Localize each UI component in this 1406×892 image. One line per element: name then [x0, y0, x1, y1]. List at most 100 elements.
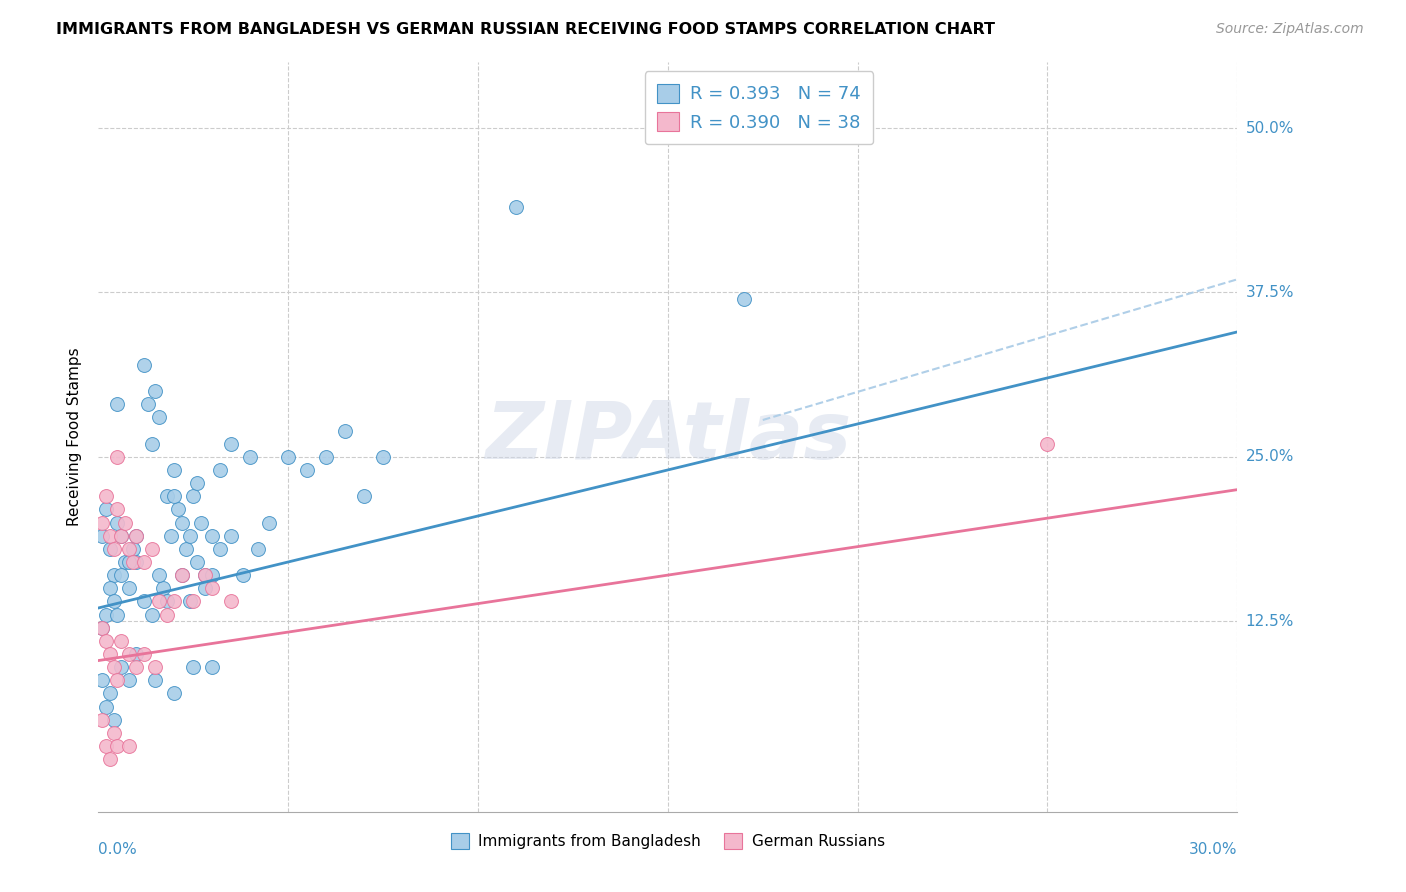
Text: Source: ZipAtlas.com: Source: ZipAtlas.com [1216, 22, 1364, 37]
Point [259, 516, 281, 530]
Point [156, 607, 179, 622]
Point [94, 607, 117, 622]
Point [107, 607, 129, 622]
Point [98, 541, 121, 556]
Point [186, 555, 208, 569]
Point [98, 581, 121, 595]
Point [107, 397, 129, 411]
Text: 25.0%: 25.0% [1246, 450, 1294, 465]
Point [221, 529, 243, 543]
Point [221, 594, 243, 608]
Point [98, 752, 121, 766]
Point [94, 739, 117, 753]
Point [201, 581, 224, 595]
Point [98, 686, 121, 700]
Point [156, 489, 179, 503]
Point [239, 450, 262, 464]
Point [121, 541, 143, 556]
Point [94, 633, 117, 648]
Point [190, 516, 212, 530]
Point [118, 541, 141, 556]
Point [118, 581, 141, 595]
Point [174, 541, 197, 556]
Point [183, 594, 205, 608]
Point [110, 568, 132, 582]
Point [246, 541, 269, 556]
Y-axis label: Receiving Food Stamps: Receiving Food Stamps [67, 348, 83, 526]
Point [103, 660, 125, 674]
Point [94, 489, 117, 503]
Point [194, 568, 217, 582]
Point [179, 594, 201, 608]
Point [141, 541, 163, 556]
Point [733, 292, 755, 306]
Point [91, 621, 114, 635]
Point [118, 647, 141, 661]
Text: IMMIGRANTS FROM BANGLADESH VS GERMAN RUSSIAN RECEIVING FOOD STAMPS CORRELATION C: IMMIGRANTS FROM BANGLADESH VS GERMAN RUS… [56, 22, 995, 37]
Point [141, 436, 163, 450]
Point [121, 555, 143, 569]
Point [125, 529, 148, 543]
Point [145, 660, 167, 674]
Point [208, 463, 231, 477]
Point [194, 581, 217, 595]
Point [163, 463, 186, 477]
Point [118, 555, 141, 569]
Point [148, 568, 170, 582]
Point [148, 410, 170, 425]
Point [170, 568, 193, 582]
Legend: Immigrants from Bangladesh, German Russians: Immigrants from Bangladesh, German Russi… [443, 825, 893, 856]
Point [91, 673, 114, 688]
Point [163, 489, 186, 503]
Point [114, 555, 136, 569]
Point [152, 581, 174, 595]
Text: 37.5%: 37.5% [1246, 285, 1294, 300]
Point [98, 647, 121, 661]
Point [125, 529, 148, 543]
Point [277, 450, 299, 464]
Point [94, 699, 117, 714]
Point [148, 594, 170, 608]
Point [208, 541, 231, 556]
Point [107, 739, 129, 753]
Point [118, 673, 141, 688]
Point [335, 424, 357, 438]
Point [136, 397, 159, 411]
Point [107, 516, 129, 530]
Point [103, 541, 125, 556]
Point [103, 568, 125, 582]
Text: 50.0%: 50.0% [1246, 120, 1294, 136]
Point [141, 607, 163, 622]
Point [201, 529, 224, 543]
Point [201, 568, 224, 582]
Point [114, 516, 136, 530]
Point [132, 358, 155, 372]
Point [110, 660, 132, 674]
Text: 30.0%: 30.0% [1189, 842, 1237, 857]
Point [91, 621, 114, 635]
Point [179, 529, 201, 543]
Point [125, 555, 148, 569]
Point [170, 568, 193, 582]
Point [110, 529, 132, 543]
Point [163, 686, 186, 700]
Point [125, 660, 148, 674]
Point [183, 660, 205, 674]
Point [91, 529, 114, 543]
Point [201, 660, 224, 674]
Point [156, 594, 179, 608]
Point [159, 529, 181, 543]
Point [221, 436, 243, 450]
Point [232, 568, 254, 582]
Point [98, 529, 121, 543]
Point [170, 516, 193, 530]
Point [1036, 436, 1059, 450]
Point [132, 594, 155, 608]
Point [132, 555, 155, 569]
Text: ZIPAtlas: ZIPAtlas [485, 398, 851, 476]
Point [103, 726, 125, 740]
Point [107, 450, 129, 464]
Text: 0.0%: 0.0% [98, 842, 138, 857]
Point [91, 713, 114, 727]
Point [183, 489, 205, 503]
